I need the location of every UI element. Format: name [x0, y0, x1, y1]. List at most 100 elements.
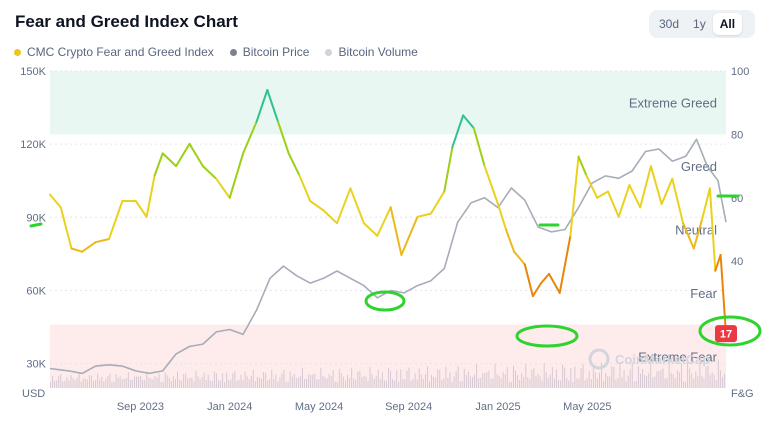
fear-greed-segment	[548, 272, 561, 294]
volume-bar	[371, 374, 373, 388]
volume-bar	[56, 380, 58, 388]
volume-bar	[340, 372, 342, 388]
volume-bar	[711, 372, 713, 388]
volume-bar	[254, 381, 256, 388]
volume-bar	[713, 374, 715, 388]
fear-greed-segment	[322, 209, 338, 225]
legend-bitcoin-volume[interactable]: Bitcoin Volume	[325, 45, 418, 59]
fear-greed-segment	[708, 187, 717, 272]
volume-bar	[607, 376, 609, 388]
volume-bar	[590, 379, 592, 388]
fear-greed-segment	[523, 263, 534, 298]
x-tick: May 2024	[295, 401, 343, 413]
fear-greed-segment	[628, 184, 642, 209]
fear-greed-segment	[161, 152, 178, 168]
annotation-circle	[364, 290, 406, 312]
volume-bar	[330, 375, 332, 388]
volume-bar	[672, 374, 674, 388]
y-axis-right-label: F&G	[731, 388, 754, 400]
fear-greed-segment	[145, 174, 156, 218]
volume-bar	[201, 377, 203, 388]
volume-bar	[52, 375, 54, 388]
volume-bar	[291, 376, 293, 388]
volume-bar	[281, 373, 283, 388]
current-value-badge: 17	[715, 325, 737, 343]
volume-bar	[482, 372, 484, 388]
volume-bar	[121, 379, 123, 388]
volume-bar	[441, 379, 443, 388]
volume-bar	[678, 372, 680, 388]
annotation-mark	[29, 222, 43, 228]
volume-bar	[312, 374, 314, 388]
volume-bar	[258, 377, 260, 388]
volume-bar	[62, 381, 64, 388]
chart-legend: CMC Crypto Fear and Greed Index Bitcoin …	[14, 45, 418, 59]
zone-label-neutral: Neutral	[675, 223, 717, 238]
volume-bar	[115, 374, 117, 388]
volume-bar	[66, 376, 68, 388]
tab-all[interactable]: All	[712, 13, 743, 35]
tab-1y[interactable]: 1y	[693, 17, 706, 31]
volume-bar	[107, 376, 109, 388]
zone-label-greed: Greed	[681, 159, 717, 174]
volume-bar	[443, 378, 445, 388]
volume-bar	[117, 377, 119, 388]
fear-greed-segment	[539, 272, 550, 285]
volume-bar	[689, 368, 691, 388]
tab-30d[interactable]: 30d	[659, 17, 680, 31]
volume-bar	[99, 379, 101, 388]
fear-greed-segment	[497, 203, 507, 231]
volume-bar	[183, 374, 185, 388]
volume-bar	[693, 378, 695, 388]
volume-bar	[660, 369, 662, 388]
y-left-tick: 120K	[20, 139, 46, 151]
volume-bar	[103, 381, 105, 388]
volume-bar	[574, 366, 576, 388]
volume-bar	[533, 368, 535, 388]
fear-greed-segment	[505, 228, 516, 253]
volume-bar	[275, 374, 277, 388]
fear-greed-segment	[298, 174, 312, 202]
volume-bar	[328, 373, 330, 388]
volume-bar	[592, 365, 594, 388]
volume-bar	[566, 378, 568, 388]
volume-bar	[123, 378, 125, 388]
legend-fear-greed[interactable]: CMC Crypto Fear and Greed Index	[14, 45, 214, 59]
volume-bar	[265, 372, 267, 388]
fear-greed-segment	[682, 222, 695, 250]
volume-bar	[699, 360, 701, 388]
volume-bar	[551, 367, 553, 388]
volume-bar	[144, 379, 146, 388]
volume-bar	[478, 378, 480, 388]
fear-greed-segment	[242, 120, 258, 155]
fear-greed-segment	[400, 215, 419, 256]
volume-bar	[322, 375, 324, 388]
volume-bar	[437, 369, 439, 388]
volume-bar	[701, 375, 703, 388]
volume-bar	[162, 381, 164, 388]
volume-bar	[287, 381, 289, 388]
volume-bar	[105, 378, 107, 388]
volume-bar	[621, 377, 623, 388]
volume-bar	[78, 373, 80, 388]
volume-bar	[168, 378, 170, 388]
volume-bar	[80, 381, 82, 388]
annotation-circle	[698, 315, 762, 347]
volume-bar	[203, 372, 205, 388]
volume-bar	[719, 370, 721, 388]
volume-bar	[125, 377, 127, 388]
volume-bar	[474, 374, 476, 388]
legend-bitcoin-price[interactable]: Bitcoin Price	[229, 45, 309, 59]
fear-greed-segment	[70, 247, 84, 253]
volume-bar	[646, 375, 648, 388]
volume-bar	[650, 360, 652, 388]
range-selector: 30d 1y All	[649, 10, 755, 38]
volume-bar	[426, 366, 428, 388]
volume-bar	[375, 375, 377, 388]
volume-bar	[396, 370, 398, 388]
volume-bar	[353, 378, 355, 388]
volume-bar	[82, 378, 84, 388]
fear-greed-segment	[443, 146, 454, 193]
bitcoin-price-line	[49, 138, 727, 375]
